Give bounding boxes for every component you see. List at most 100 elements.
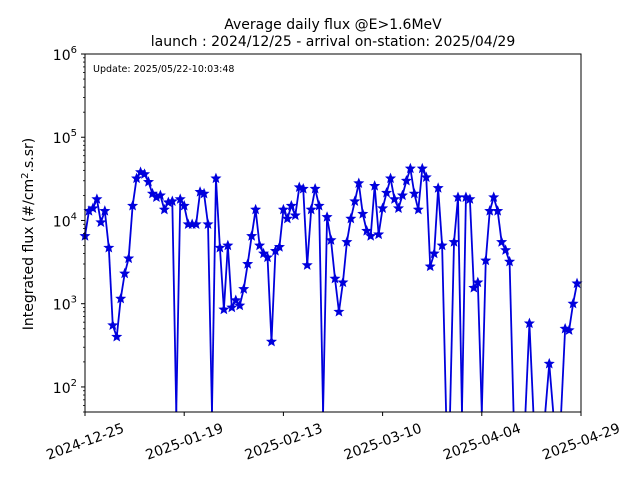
y-tick-base: 10: [53, 214, 71, 230]
data-point: [321, 211, 333, 222]
y-tick-exp: 3: [71, 295, 77, 306]
data-point: [202, 218, 214, 229]
data-point: [412, 203, 424, 215]
series-segment: [107, 247, 114, 326]
data-point: [142, 176, 155, 187]
data-point: [369, 180, 381, 191]
series-drop: [457, 197, 463, 413]
data-point: [234, 299, 246, 311]
data-point: [107, 319, 119, 331]
series-segment: [338, 282, 344, 312]
data-point: [99, 205, 111, 216]
series-drop: [318, 205, 324, 413]
y-axis-label: Integrated flux (#/cm2.s.sr): [20, 138, 38, 331]
data-point: [428, 247, 440, 259]
data-point: [222, 239, 234, 251]
data-point: [388, 193, 401, 204]
data-point: [416, 162, 428, 174]
series-segment: [226, 245, 233, 308]
series-segment: [219, 247, 225, 310]
data-point: [131, 172, 143, 184]
series-segment: [342, 241, 348, 283]
data-point: [333, 305, 345, 317]
series-segment: [131, 178, 138, 206]
series-rise: [524, 323, 531, 413]
data-point: [246, 230, 258, 241]
data-point: [154, 189, 166, 201]
data-point: [408, 187, 420, 199]
series-segment: [373, 185, 380, 235]
data-point: [563, 324, 575, 335]
series-segment: [425, 177, 432, 267]
data-point: [138, 168, 151, 179]
series-drop: [476, 282, 483, 413]
data-point: [262, 251, 274, 263]
data-point: [345, 212, 357, 224]
data-point: [377, 202, 389, 214]
series-segment: [306, 209, 313, 266]
series-segment: [254, 209, 261, 246]
data-point: [504, 255, 516, 267]
data-point: [404, 162, 416, 174]
data-point: [472, 276, 484, 288]
series-segment: [222, 245, 229, 310]
data-point: [190, 218, 202, 229]
data-point: [448, 236, 460, 247]
series-drop: [528, 323, 535, 413]
y-tick-label: 105: [53, 128, 77, 147]
y-tick-label: 106: [53, 45, 77, 64]
series-drop: [207, 224, 213, 413]
y-tick-base: 10: [53, 131, 71, 147]
data-point: [373, 228, 385, 240]
data-point: [468, 282, 480, 293]
series-segment: [496, 210, 503, 243]
data-point: [115, 292, 127, 304]
data-point: [329, 272, 341, 284]
series-segment: [568, 303, 574, 331]
y-tick-exp: 5: [71, 128, 77, 139]
y-axis-label-sup: 2: [20, 172, 31, 178]
data-point: [230, 294, 242, 305]
data-point: [523, 317, 535, 329]
data-point: [87, 202, 99, 214]
series-segment: [330, 240, 336, 279]
series-segment: [377, 208, 384, 235]
series-segment: [246, 235, 253, 265]
y-tick-label: 104: [53, 211, 77, 230]
data-point: [424, 260, 436, 272]
data-point: [250, 203, 262, 215]
data-point: [218, 303, 230, 315]
series-segment: [433, 188, 440, 254]
series-segment: [294, 187, 301, 216]
y-tick-label: 103: [53, 295, 77, 314]
data-point: [400, 174, 412, 186]
series-segment: [270, 250, 277, 342]
data-point: [103, 241, 115, 253]
data-point: [436, 239, 448, 251]
axes-frame: [84, 53, 582, 413]
data-point: [309, 183, 321, 194]
y-tick-base: 10: [53, 48, 71, 64]
x-axis: 2024-12-25 2025-01-19 2025-02-13 2025-03-10…: [44, 412, 622, 464]
data-point: [361, 225, 373, 236]
data-point: [325, 234, 337, 245]
data-point: [289, 209, 301, 221]
x-tick-label: 2025-04-29: [540, 421, 622, 464]
data-point: [392, 202, 404, 214]
data-point: [305, 203, 317, 215]
data-point: [174, 193, 186, 204]
data-point: [198, 187, 210, 199]
data-point: [500, 244, 512, 255]
series-segment: [468, 199, 475, 288]
y-tick-exp: 6: [71, 45, 77, 56]
series-segment: [250, 209, 257, 237]
series-segment: [203, 193, 209, 225]
series-segment: [195, 191, 201, 225]
chart-title-line1: Average daily flux @E>1.6MeV: [224, 17, 442, 33]
series-rise: [560, 328, 567, 413]
data-point: [254, 239, 266, 251]
series-rise: [211, 178, 217, 413]
data-point: [277, 203, 289, 215]
data-point: [301, 259, 313, 270]
